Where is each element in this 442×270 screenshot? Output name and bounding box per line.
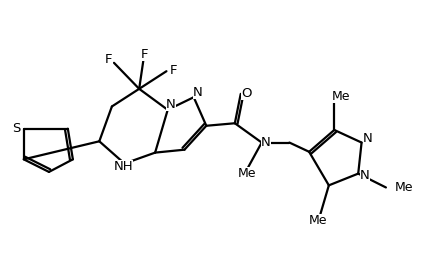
Text: N: N <box>261 136 271 149</box>
Text: Me: Me <box>395 181 414 194</box>
Text: F: F <box>141 48 148 61</box>
Text: Me: Me <box>332 90 350 103</box>
Text: N: N <box>360 169 370 182</box>
Text: Me: Me <box>309 214 328 227</box>
Text: F: F <box>169 64 177 77</box>
Text: Me: Me <box>238 167 257 180</box>
Text: N: N <box>166 98 175 111</box>
Text: S: S <box>12 122 20 135</box>
Text: N: N <box>193 86 202 99</box>
Text: O: O <box>241 87 251 100</box>
Text: N: N <box>362 132 372 145</box>
Text: NH: NH <box>114 160 133 173</box>
Text: F: F <box>105 53 113 66</box>
